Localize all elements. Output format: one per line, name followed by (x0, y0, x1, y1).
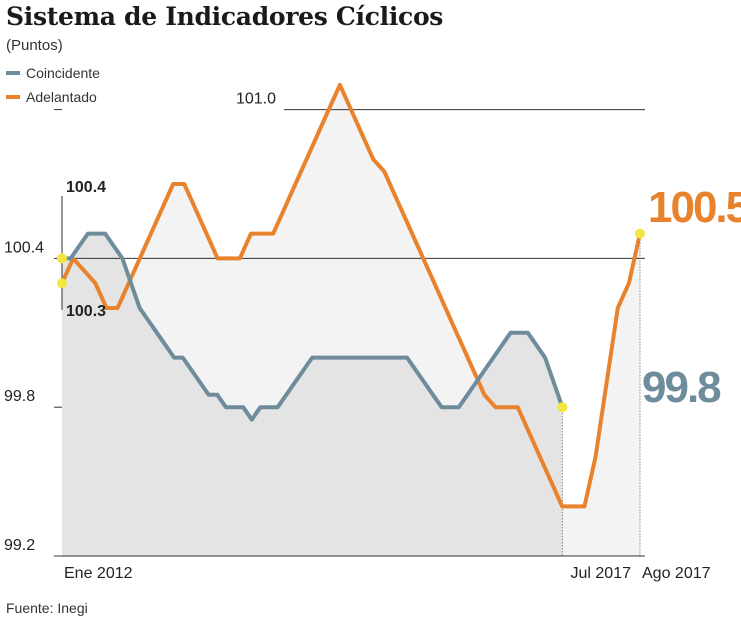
x-label-ene-2012: Ene 2012 (64, 565, 133, 582)
end-label-coincidente: 99.8 (642, 363, 721, 412)
y-tick-label-2: 100.4 (4, 239, 44, 256)
coincidente-area (62, 233, 563, 556)
reference-lines (54, 109, 645, 557)
end-label-adelantado: 100.5 (648, 183, 741, 232)
series-line-adelantado (60, 82, 642, 509)
legend-label-adelantado: Adelantado (26, 89, 97, 105)
y-tick-label-1: 99.8 (4, 388, 35, 405)
annotation-coincidente-start: 100.4 (66, 179, 106, 196)
series-line-coincidente (60, 231, 565, 422)
x-label-jul-2017: Jul 2017 (571, 565, 632, 582)
labels: 99.2 99.8 100.4 101.0 Ene 2012 Jul 2017 Ago 20… (4, 91, 741, 582)
legend-item-coincidente: Coincidente (6, 65, 100, 81)
series-lines (57, 82, 645, 509)
legend-item-adelantado: Adelantado (6, 89, 97, 105)
marker-coincidente-start (57, 253, 67, 264)
y-tick-label-0: 99.2 (4, 537, 35, 554)
legend-label-coincidente: Coincidente (26, 65, 100, 81)
chart-title: Sistema de Indicadores Cíclicos (6, 2, 444, 31)
marker-adelantado-end (635, 228, 645, 239)
y-tick-label-3: 101.0 (236, 91, 276, 108)
marker-coincidente-end (557, 402, 568, 413)
marker-adelantado-start (57, 278, 67, 289)
legend-swatch-adelantado (6, 95, 20, 99)
annotation-adelantado-start: 100.3 (66, 303, 106, 320)
chart-subtitle: (Puntos) (6, 37, 63, 54)
x-label-ago-2017: Ago 2017 (642, 565, 711, 582)
area-fills (62, 84, 640, 557)
source-note: Fuente: Inegi (6, 600, 88, 616)
legend-swatch-coincidente (6, 71, 20, 75)
